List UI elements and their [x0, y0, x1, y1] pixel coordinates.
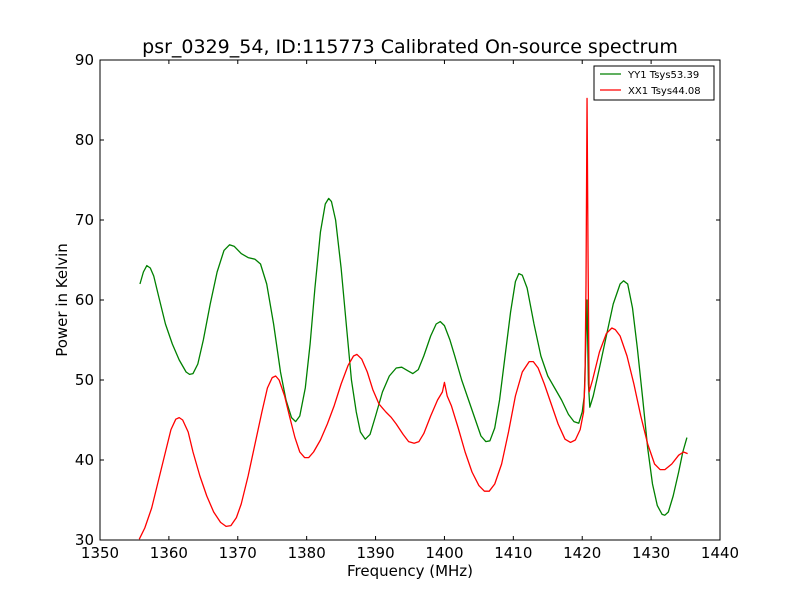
y-tick-label: 40 — [75, 451, 94, 469]
chart-title: psr_0329_54, ID:115773 Calibrated On-sou… — [142, 36, 678, 58]
x-tick-label: 1420 — [563, 544, 601, 562]
legend-label-1: YY1 Tsys53.39 — [627, 70, 699, 81]
legend-box — [593, 65, 715, 101]
x-tick-label: 1370 — [219, 544, 257, 562]
legend: YY1 Tsys53.39 XX1 Tsys44.08 — [593, 65, 715, 101]
y-tick-label: 50 — [75, 371, 94, 389]
y-tick-label: 60 — [75, 291, 94, 309]
x-tick-label: 1440 — [701, 544, 739, 562]
x-tick-label: 1390 — [356, 544, 394, 562]
series-line-2 — [138, 97, 688, 540]
x-tick-label: 1400 — [425, 544, 463, 562]
x-tick-label: 1410 — [494, 544, 532, 562]
y-tick-label: 70 — [75, 211, 94, 229]
plot-area — [138, 97, 688, 540]
y-tick-label: 30 — [75, 531, 94, 549]
y-axis-label: Power in Kelvin — [53, 243, 71, 357]
x-tick-label: 1350 — [81, 544, 119, 562]
legend-label-2: XX1 Tsys44.08 — [628, 86, 701, 97]
x-tick-label: 1430 — [632, 544, 670, 562]
y-tick-label: 90 — [75, 51, 94, 69]
y-tick-label: 80 — [75, 131, 94, 149]
x-tick-label: 1380 — [288, 544, 326, 562]
x-axis-label: Frequency (MHz) — [347, 562, 473, 580]
series-line-1 — [139, 197, 688, 516]
x-tick-label: 1360 — [150, 544, 188, 562]
